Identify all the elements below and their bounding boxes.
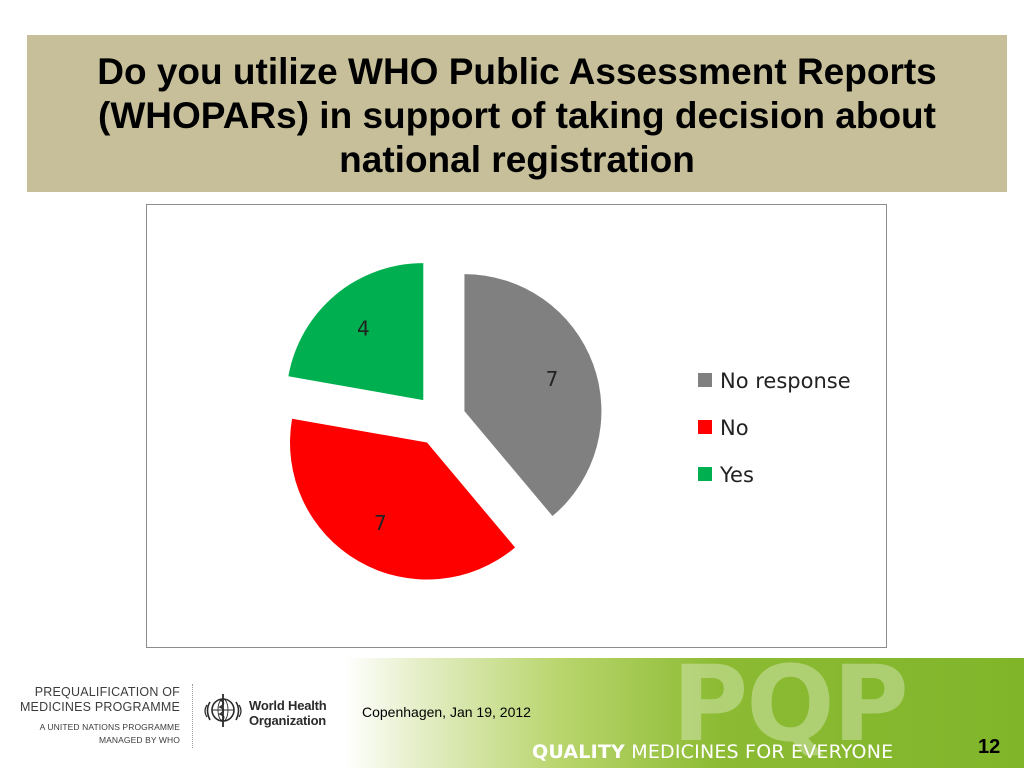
page-number: 12	[978, 736, 1001, 758]
legend-label-no-response: No response	[720, 369, 851, 393]
location-date: Copenhagen, Jan 19, 2012	[362, 704, 531, 720]
pqp-watermark: PQP	[672, 643, 909, 765]
tagline: QUALITY MEDICINES FOR EVERYONE	[532, 741, 893, 763]
programme-sub-line1: A UNITED NATIONS PROGRAMME	[39, 722, 180, 732]
legend-label-yes: Yes	[719, 463, 754, 487]
chart-legend: No response No Yes	[698, 369, 851, 487]
legend-swatch-yes	[698, 467, 712, 481]
pie-slice-no	[290, 418, 516, 580]
programme-name-line1: PREQUALIFICATION OF	[34, 685, 180, 699]
data-label-no-response: 7	[546, 367, 559, 391]
data-label-yes: 4	[357, 317, 370, 341]
pie-slices	[288, 263, 602, 580]
legend-swatch-no-response	[698, 373, 712, 387]
pie-slice-no-response	[464, 274, 602, 517]
who-name-line1: World Health	[249, 698, 327, 713]
slide-title: Do you utilize WHO Public Assessment Rep…	[97, 50, 937, 180]
legend-label-no: No	[720, 416, 749, 440]
tagline-rest: MEDICINES FOR EVERYONE	[625, 741, 894, 763]
footer-bar: PQP PREQUALIFICATION OF MEDICINES PROGRA…	[0, 652, 1024, 768]
chart-frame: 7 7 4 No response No Yes	[146, 204, 887, 648]
who-name-line2: Organization	[249, 713, 327, 728]
pie-slice-yes	[288, 263, 424, 401]
programme-name-line2: MEDICINES PROGRAMME	[19, 700, 180, 714]
title-band: Do you utilize WHO Public Assessment Rep…	[27, 35, 1007, 192]
programme-sub-line2: MANAGED BY WHO	[98, 735, 180, 745]
pq-programme-logo: PREQUALIFICATION OF MEDICINES PROGRAMME …	[0, 658, 192, 768]
tagline-bold: QUALITY	[532, 741, 625, 763]
data-label-no: 7	[374, 511, 387, 535]
footer-gradient	[0, 658, 1024, 768]
logo-divider	[192, 684, 193, 748]
pie-chart: 7 7 4 No response No Yes	[288, 263, 851, 580]
legend-swatch-no	[698, 420, 712, 434]
who-emblem-icon	[204, 694, 242, 727]
pie-data-labels: 7 7 4	[357, 317, 558, 535]
